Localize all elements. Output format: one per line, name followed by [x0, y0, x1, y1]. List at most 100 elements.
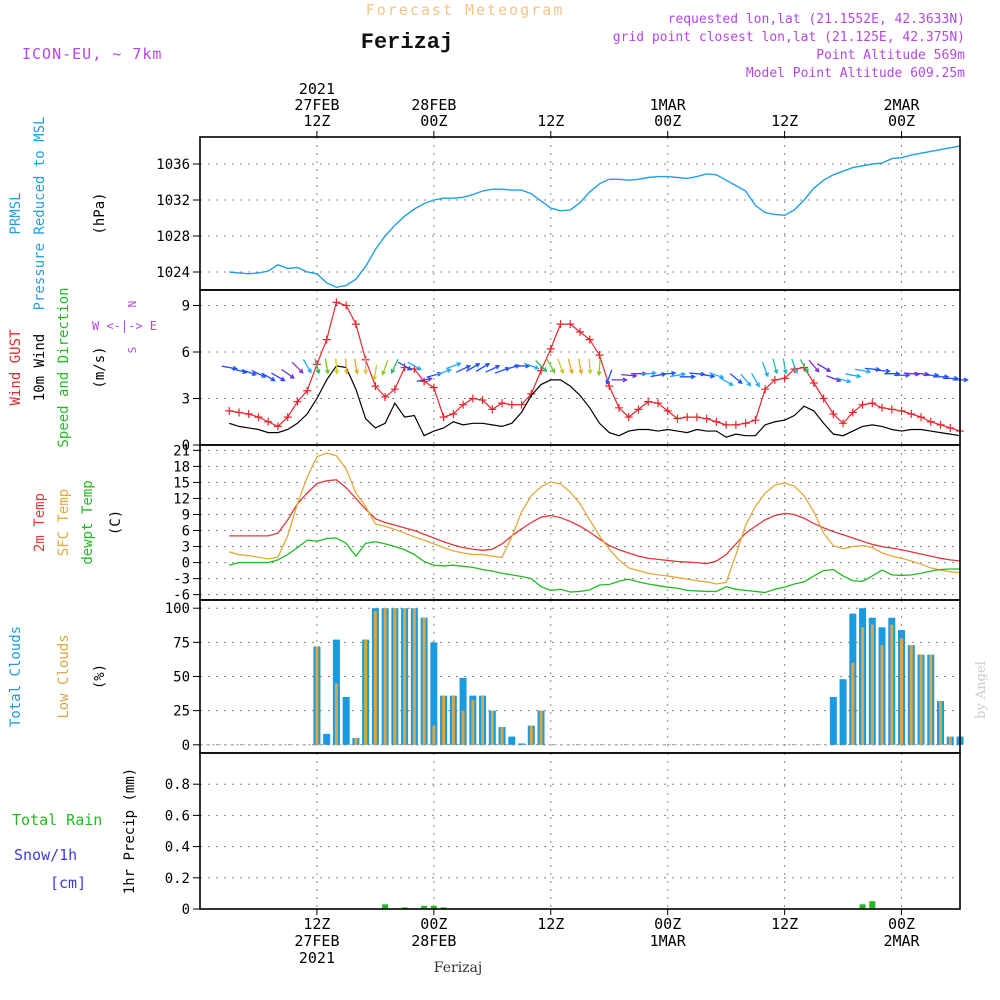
product-title: Forecast Meteogram	[366, 1, 565, 19]
wind-direction-arrow	[271, 372, 286, 382]
low-cloud-bar	[403, 608, 407, 745]
y-tick-label: 0	[182, 556, 190, 572]
y-axis-label: 2m Temp	[32, 493, 48, 552]
gust-point	[322, 335, 331, 344]
wind-10m-line	[229, 365, 961, 438]
wind-direction-arrow	[660, 370, 677, 376]
top-time-label: 27FEB	[294, 96, 339, 114]
wind-direction-arrow	[446, 362, 462, 370]
model-altitude: Model Point Altitude 609.25m	[746, 66, 965, 81]
low-cloud-bar	[861, 627, 865, 745]
y-axis-label: Wind GUST	[8, 329, 24, 405]
gust-point	[546, 344, 555, 353]
gust-point	[809, 379, 818, 387]
rain-bar	[859, 904, 866, 909]
gust-point	[653, 399, 662, 408]
y-tick-label: 12	[173, 491, 190, 507]
low-cloud-bar	[939, 701, 943, 745]
gust-point	[371, 382, 380, 391]
gust-point	[887, 405, 896, 414]
gust-point	[566, 320, 575, 329]
header-group: Forecast Meteogram Ferizaj ICON-EU, ~ 7k…	[22, 1, 989, 976]
pressure-line	[229, 145, 961, 289]
wind-direction-arrow	[314, 358, 321, 375]
gust-point	[332, 298, 341, 307]
y-tick-label: 15	[173, 475, 190, 491]
wind-direction-arrow	[363, 358, 369, 375]
wind-direction-arrow	[605, 369, 613, 386]
gust-point	[517, 400, 526, 409]
gust-point	[225, 406, 234, 415]
gust-point	[839, 419, 848, 428]
gust-point	[917, 413, 926, 422]
y-tick-label: 0	[182, 438, 190, 454]
compass-north: N	[126, 301, 139, 308]
low-cloud-bar	[539, 710, 543, 745]
point-altitude: Point Altitude 569m	[816, 48, 965, 63]
wind-direction-arrow	[874, 368, 891, 374]
bottom-time-label: 1MAR	[650, 932, 687, 950]
bottom-time-label: 12Z	[537, 915, 564, 933]
low-cloud-bar	[393, 608, 397, 745]
gust-point	[692, 413, 701, 422]
legend-rain: Total Rain	[12, 811, 102, 829]
gust-point	[556, 320, 565, 329]
gust-point	[731, 420, 740, 429]
gust-point	[576, 327, 584, 336]
y-axis-unit: 1hr Precip (mm)	[122, 768, 138, 894]
top-time-label: 12Z	[771, 112, 798, 130]
gust-point	[468, 394, 477, 403]
gust-point	[595, 351, 604, 360]
gust-point	[449, 410, 458, 418]
y-tick-label: 25	[173, 704, 190, 720]
top-time-label: 00Z	[888, 112, 915, 130]
low-cloud-bar	[364, 639, 368, 745]
gust-point	[439, 413, 448, 422]
low-cloud-bar	[919, 654, 923, 745]
wind-direction-arrow	[397, 361, 413, 371]
dewpoint-line	[229, 537, 960, 594]
gust-point	[751, 416, 760, 425]
requested-coords: requested lon,lat (21.1552E, 42.3633N)	[668, 12, 965, 27]
bottom-time-label: 12Z	[303, 915, 330, 933]
low-cloud-bar	[880, 645, 884, 745]
wind-direction-arrow	[816, 363, 832, 372]
gust-point	[644, 397, 653, 406]
gust-point	[585, 335, 594, 344]
wind-direction-arrow	[799, 359, 809, 374]
y-tick-label: -6	[173, 588, 190, 604]
gust-point	[244, 410, 253, 418]
gust-point	[390, 385, 399, 394]
gust-point	[946, 423, 955, 432]
gust-point	[381, 392, 390, 401]
gust-point	[498, 399, 507, 408]
gust-point	[420, 377, 429, 386]
y-tick-label: 0	[182, 738, 190, 754]
y-tick-label: 1024	[156, 265, 190, 281]
bottom-time-label: 28FEB	[411, 932, 456, 950]
panels-group: 1024 1028 1032 1036 (hPa) PRMSL Pressure Reduc…	[8, 117, 969, 918]
grid-point-coords: grid point closest lon,lat (21.125E, 42.…	[613, 30, 965, 45]
footer-location: Ferizaj	[434, 960, 482, 976]
wind-direction-arrow	[751, 373, 760, 388]
low-cloud-bar	[870, 624, 874, 745]
gust-point	[605, 382, 614, 391]
gust-point	[868, 399, 877, 408]
bottom-time-label: 2021	[299, 949, 335, 967]
wind-direction-arrow	[261, 372, 276, 382]
y-tick-label: 6	[182, 524, 190, 540]
y-axis-unit: (C)	[108, 510, 124, 535]
y-tick-label: 0	[182, 902, 190, 918]
y-tick-label: 100	[165, 601, 190, 617]
low-cloud-bar	[451, 695, 455, 745]
gust-point	[429, 383, 438, 392]
wind-direction-arrow	[679, 374, 697, 380]
bottom-time-label: 2MAR	[883, 932, 920, 950]
temp-2m-line	[229, 479, 961, 565]
wind-direction-arrow	[334, 358, 340, 375]
panel-frame	[199, 136, 961, 291]
wind-direction-arrow	[524, 362, 540, 370]
y-tick-label: 0.4	[165, 840, 190, 856]
y-tick-label: 21	[173, 443, 190, 459]
